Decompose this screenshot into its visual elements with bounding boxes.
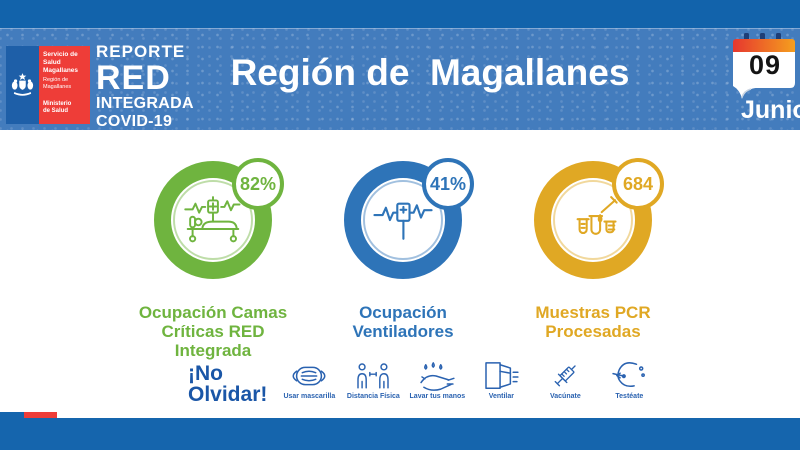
chile-coat-of-arms-icon	[6, 46, 39, 124]
kpi-value-badge: 82%	[232, 158, 284, 210]
kpi-row: 82% Ocupación Camas Críticas RED Integra…	[128, 158, 678, 360]
ring-inner-accent	[363, 180, 443, 260]
wash-hands-icon	[420, 362, 455, 391]
footer-bar	[0, 418, 800, 450]
report-title-line4: COVID-19	[96, 113, 173, 131]
page-title: Región de Magallanes	[230, 52, 630, 93]
kpi-ventilators: 41% Ocupación Ventiladores	[318, 158, 488, 360]
face-mask-icon	[292, 366, 326, 386]
reminder-label: Lavar tus manos	[409, 393, 466, 400]
kpi-label-line1: Muestras PCR	[535, 303, 651, 322]
hospital-bed-icon	[184, 196, 241, 243]
kpi-label-line2: Críticas RED Integrada	[161, 322, 265, 361]
report-title-line2: RED	[96, 59, 171, 97]
kpi-label-line2: Procesadas	[545, 322, 641, 342]
report-title-line3: INTEGRADA	[96, 95, 194, 113]
ministry-logo: Servicio de Salud Magallanes Región de M…	[6, 46, 90, 124]
reminders-row: ¡No Olvidar! Usar mascarilla	[188, 361, 661, 405]
kpi-label-line1: Ocupación	[359, 303, 447, 322]
reminder-wash-hands: Lavar tus manos	[408, 361, 466, 400]
top-stripe	[0, 0, 800, 28]
kpi-label: Ocupación Camas Críticas RED Integrada	[128, 303, 298, 360]
kpi-label-line1: Ocupación Camas	[138, 303, 288, 322]
open-window-icon	[485, 362, 519, 389]
reminder-test: Testéate	[600, 361, 658, 400]
ring-inner-accent	[553, 180, 633, 260]
logo-text-block: Servicio de Salud Magallanes Región de M…	[39, 46, 90, 124]
report-title-line1: REPORTE	[96, 42, 186, 61]
kpi-label-line2: Ventiladores	[352, 322, 454, 342]
calendar-day: 09	[748, 50, 782, 80]
logo-region-name: Región de Magallanes	[43, 77, 72, 91]
pcr-samples-icon	[576, 196, 618, 235]
reminder-ventilate: Ventilar	[472, 361, 530, 400]
reminder-distance: Distancia Física	[344, 361, 402, 400]
footer-red-accent	[24, 412, 57, 419]
kpi-pcr-samples: 684 Muestras PCR Procesadas	[508, 158, 678, 360]
kpi-value-badge: 684	[612, 158, 664, 210]
syringe-icon	[554, 365, 577, 387]
reminder-label: Vacúnate	[549, 393, 581, 400]
header-band: Servicio de Salud Magallanes Región de M…	[0, 28, 800, 130]
calendar-month: Junio	[741, 96, 800, 124]
ring-inner-accent	[173, 180, 253, 260]
kpi-label: Ocupación Ventiladores	[352, 303, 453, 341]
logo-ministry-name: Ministerio de Salud	[43, 101, 72, 115]
reminder-label: Testéate	[615, 393, 644, 400]
ventilator-icon	[373, 202, 433, 240]
kpi-critical-beds: 82% Ocupación Camas Críticas RED Integra…	[128, 158, 298, 360]
reminder-label: Usar mascarilla	[283, 393, 336, 400]
reminders-title-line1: ¡No	[188, 362, 223, 385]
reminder-label: Ventilar	[488, 393, 514, 400]
kpi-label: Muestras PCR Procesadas	[535, 303, 650, 341]
kpi-value-badge: 41%	[422, 158, 474, 210]
reminder-vaccine: Vacúnate	[536, 361, 594, 400]
reminders-title: ¡No Olvidar!	[188, 363, 267, 405]
logo-service-name: Servicio de Salud Magallanes	[43, 51, 79, 74]
reminders-title-line2: Olvidar!	[188, 383, 268, 406]
reminder-mask: Usar mascarilla	[280, 361, 338, 400]
swab-test-icon	[612, 362, 646, 388]
physical-distance-icon	[357, 363, 390, 389]
reminder-label: Distancia Física	[346, 393, 400, 400]
report-title-block: REPORTE RED INTEGRADA COVID-19	[96, 42, 194, 131]
calendar-icon: 09	[733, 33, 795, 105]
